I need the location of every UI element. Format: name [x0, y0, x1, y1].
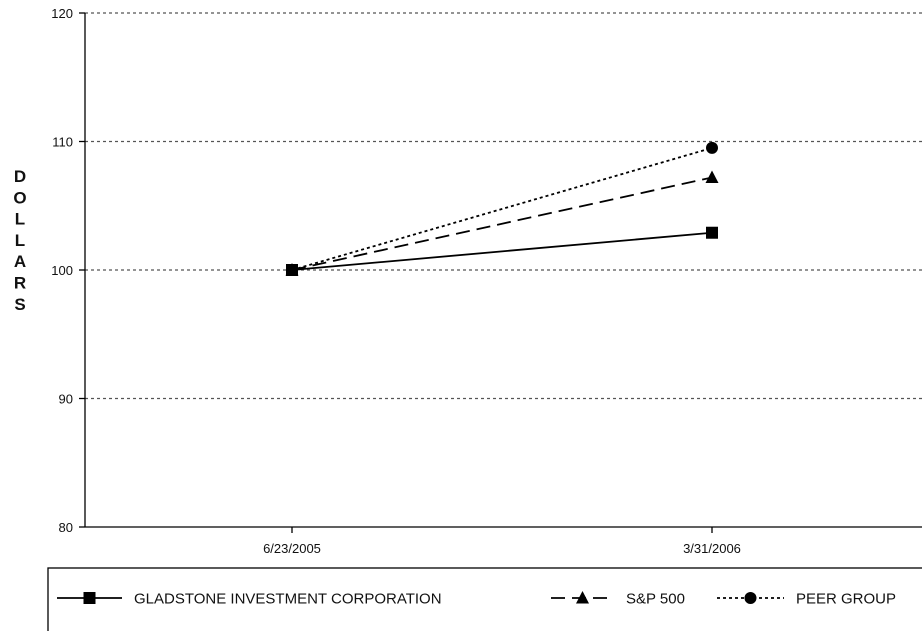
series-2-point-0: [286, 264, 298, 276]
y-axis-label-letter: S: [14, 295, 25, 314]
y-tick-label-100: 100: [51, 263, 73, 278]
x-tick-label-1: 3/31/2006: [683, 541, 741, 556]
x-tick-label-0: 6/23/2005: [263, 541, 321, 556]
y-axis-label-letter: D: [14, 167, 26, 186]
legend-marker-1: [576, 591, 589, 604]
series-line-1: [291, 176, 713, 271]
y-axis-label-letter: R: [14, 274, 26, 293]
legend-marker-2: [744, 592, 757, 604]
legend-label-0: GLADSTONE INVESTMENT CORPORATION: [134, 591, 442, 608]
series-2-point-1: [706, 141, 718, 154]
y-tick-label-80: 80: [59, 520, 73, 535]
series-line-0: [291, 231, 713, 271]
legend-marker-0: [83, 592, 96, 604]
y-tick-label-110: 110: [52, 135, 73, 150]
legend-label-1: S&P 500: [626, 591, 685, 608]
y-axis-label-letter: L: [15, 231, 25, 250]
y-axis-label-letter: L: [15, 210, 25, 229]
series-0-point-1: [706, 226, 718, 239]
y-axis-label-letter: O: [13, 188, 26, 207]
series-line-2: [291, 147, 713, 271]
legend-box: [47, 567, 922, 636]
series-1-point-1: [705, 170, 719, 183]
y-axis-label-letter: A: [14, 252, 26, 271]
y-tick-label-90: 90: [59, 392, 73, 407]
y-tick-label-120: 120: [51, 6, 73, 21]
legend-label-2: PEER GROUP: [796, 591, 896, 608]
